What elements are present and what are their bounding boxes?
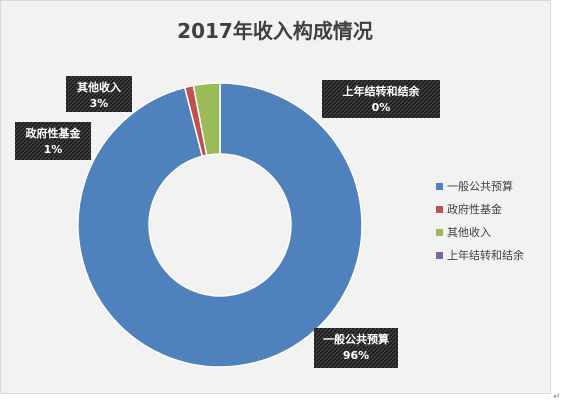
legend-swatch <box>436 229 443 236</box>
callout-value: 0% <box>372 101 391 114</box>
legend-item-government-fund: 政府性基金 <box>436 202 502 216</box>
callout-label: 上年结转和结余 <box>343 84 421 98</box>
callout-general-budget: 一般公共预算 96% <box>314 328 398 368</box>
callout-label: 其他收入 <box>77 80 121 94</box>
callout-group: 一般公共预算 96% 政府性基金 1% 其他收入 3% 上年结转和结余 0% <box>15 76 440 368</box>
callout-value: 96% <box>343 349 369 362</box>
legend-swatch <box>436 252 443 259</box>
legend-swatch <box>436 206 443 213</box>
callout-other-income: 其他收入 3% <box>66 76 132 112</box>
slice-group <box>77 82 363 368</box>
slice-general-budget <box>77 82 363 368</box>
callout-box <box>314 328 398 368</box>
callout-box <box>322 80 440 118</box>
legend-label: 上年结转和结余 <box>447 248 524 262</box>
legend-item-other-income: 其他收入 <box>436 225 491 239</box>
legend-swatch <box>436 183 443 190</box>
paragraph-mark: ↵ <box>553 392 561 402</box>
legend-label: 其他收入 <box>447 225 491 239</box>
legend-label: 政府性基金 <box>447 202 502 216</box>
callout-box <box>66 76 132 112</box>
callout-government-fund: 政府性基金 1% <box>15 122 91 160</box>
chart-title: 2017年收入构成情况 <box>177 19 373 43</box>
callout-label: 一般公共预算 <box>323 332 389 346</box>
slice-other-income <box>192 82 221 157</box>
callout-value: 3% <box>90 97 109 110</box>
callout-label: 政府性基金 <box>26 126 82 140</box>
callout-value: 1% <box>44 143 63 156</box>
callout-carryover-balance: 上年结转和结余 0% <box>322 80 440 118</box>
legend-item-carryover-balance: 上年结转和结余 <box>436 248 524 262</box>
legend-label: 一般公共预算 <box>447 179 513 193</box>
legend-item-general-budget: 一般公共预算 <box>436 179 513 193</box>
callout-box <box>15 122 91 160</box>
